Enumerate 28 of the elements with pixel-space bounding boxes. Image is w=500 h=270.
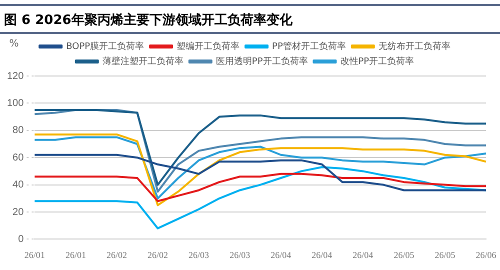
x-tick-label: 26/02 <box>148 250 168 260</box>
legend-label: 薄壁注塑开工负荷率 <box>102 56 184 67</box>
y-tick-label: 40 <box>12 180 24 191</box>
x-tick-label: 26/01 <box>65 250 86 260</box>
y-tick-label: 100 <box>6 98 24 109</box>
x-tick-label: 26/04 <box>312 250 333 260</box>
x-tick-label: 26/01 <box>24 250 45 260</box>
legend-label: PP管材开工负荷率 <box>272 40 346 52</box>
x-tick-label: 26/03 <box>188 250 210 260</box>
x-tick-label: 26/02 <box>106 250 127 260</box>
y-tick-label: 80 <box>12 125 24 136</box>
y-tick-label: 20 <box>12 206 24 218</box>
x-tick-label: 26/04 <box>270 250 292 260</box>
legend-label: 塑编开工负荷率 <box>176 40 240 52</box>
chart-title: 图 6 2026年聚丙烯主要下游领域开工负荷率变化 <box>0 4 500 34</box>
x-tick-label: 26/05 <box>394 250 415 260</box>
legend-label: 改性PP开工负荷率 <box>340 56 414 67</box>
y-axis-title: % <box>9 38 19 50</box>
x-tick-label: 26/03 <box>230 250 251 260</box>
x-tick-label: 26/05 <box>434 250 456 260</box>
y-tick-label: 120 <box>6 70 24 82</box>
x-tick-label: 26/06 <box>476 250 497 260</box>
x-tick-label: 26/04 <box>352 250 374 260</box>
legend-label: 无纺布开工负荷率 <box>378 40 450 52</box>
y-tick-label: 60 <box>12 152 24 164</box>
y-tick-label: 0 <box>18 234 24 245</box>
legend-label: BOPP膜开工负荷率 <box>66 40 144 52</box>
legend-label: 医用透明PP开工负荷率 <box>216 56 308 67</box>
